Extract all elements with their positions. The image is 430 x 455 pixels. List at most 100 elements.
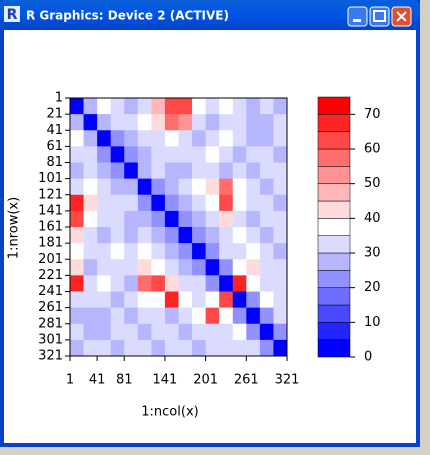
y-tick-label: 321 bbox=[38, 349, 63, 364]
heatmap-cell bbox=[124, 178, 139, 196]
heatmap-cell bbox=[151, 210, 166, 228]
heatmap-cell bbox=[137, 98, 152, 115]
x-axis-label: 1:ncol(x) bbox=[141, 405, 198, 420]
heatmap-cell bbox=[219, 339, 234, 357]
heatmap-cell bbox=[97, 307, 112, 325]
heatmap-cell bbox=[273, 307, 288, 325]
heatmap-cell bbox=[219, 162, 234, 180]
heatmap-cell bbox=[151, 178, 166, 196]
heatmap-cell bbox=[124, 162, 139, 180]
colorbar-bin bbox=[317, 339, 351, 358]
heatmap-cell bbox=[137, 339, 152, 357]
heatmap-cell bbox=[151, 146, 166, 163]
heatmap-cell bbox=[97, 162, 112, 180]
heatmap-cell bbox=[232, 227, 247, 244]
heatmap-cell bbox=[83, 98, 98, 115]
heatmap-cell bbox=[259, 178, 274, 196]
heatmap-cell bbox=[137, 130, 152, 147]
heatmap-cell bbox=[232, 98, 247, 115]
heatmap-cell bbox=[124, 194, 139, 212]
heatmap-cell bbox=[124, 275, 139, 292]
heatmap-cell bbox=[97, 130, 112, 147]
heatmap-cell bbox=[137, 162, 152, 180]
heatmap-cell bbox=[178, 307, 193, 325]
heatmap-cell bbox=[83, 162, 98, 180]
heatmap-cell bbox=[70, 291, 85, 309]
heatmap-cell bbox=[219, 130, 234, 147]
heatmap-cell bbox=[178, 243, 193, 260]
x-tick-label: 201 bbox=[193, 373, 218, 388]
maximize-icon bbox=[373, 10, 386, 22]
heatmap-cell bbox=[164, 98, 179, 115]
heatmap-cell bbox=[97, 98, 112, 115]
heatmap-cell bbox=[205, 210, 220, 228]
heatmap-cell bbox=[83, 259, 98, 276]
heatmap-cell bbox=[219, 227, 234, 244]
heatmap-cell bbox=[232, 307, 247, 325]
heatmap-cell bbox=[70, 146, 85, 163]
heatmap-cell bbox=[219, 307, 234, 325]
heatmap-cell bbox=[97, 114, 112, 131]
y-tick-label: 201 bbox=[38, 252, 63, 267]
heatmap-cell bbox=[273, 339, 288, 357]
heatmap-cell bbox=[246, 178, 261, 196]
heatmap-cell bbox=[232, 146, 247, 163]
heatmap-cell bbox=[259, 323, 274, 341]
heatmap-cell bbox=[97, 259, 112, 276]
heatmap-cell bbox=[192, 178, 207, 196]
heatmap-cell bbox=[192, 146, 207, 163]
heatmap-cell bbox=[246, 243, 261, 260]
colorbar-bin bbox=[317, 96, 351, 115]
heatmap-cell bbox=[83, 243, 98, 260]
heatmap-cell bbox=[178, 275, 193, 292]
minimize-button[interactable] bbox=[347, 6, 368, 27]
heatmap-cell bbox=[164, 130, 179, 147]
heatmap-cell bbox=[259, 307, 274, 325]
heatmap-cell bbox=[259, 146, 274, 163]
heatmap-cell bbox=[259, 243, 274, 260]
heatmap-cell bbox=[110, 323, 125, 341]
maximize-button[interactable] bbox=[369, 6, 390, 27]
heatmap-cell bbox=[164, 243, 179, 260]
heatmap-cell bbox=[110, 178, 125, 196]
heatmap-cell bbox=[164, 210, 179, 228]
y-tick-label: 301 bbox=[38, 332, 63, 347]
heatmap-cell bbox=[110, 259, 125, 276]
colorbar-tick-label: 0 bbox=[364, 350, 372, 365]
heatmap-cell bbox=[137, 178, 152, 196]
heatmap-cell bbox=[259, 162, 274, 180]
heatmap-cell bbox=[219, 323, 234, 341]
heatmap-cell bbox=[70, 98, 85, 115]
heatmap-cell bbox=[259, 194, 274, 212]
colorbar-bin bbox=[317, 218, 351, 236]
heatmap-cell bbox=[83, 307, 98, 325]
heatmap-cell bbox=[219, 178, 234, 196]
heatmap-cell bbox=[232, 210, 247, 228]
heatmap-cell bbox=[192, 307, 207, 325]
heatmap-cell bbox=[205, 130, 220, 147]
heatmap-cell bbox=[124, 210, 139, 228]
heatmap-cell bbox=[259, 210, 274, 228]
colorbar-bin bbox=[317, 166, 351, 184]
colorbar-bin bbox=[317, 322, 351, 340]
heatmap-cell bbox=[70, 323, 85, 341]
y-tick-label: 161 bbox=[38, 220, 63, 235]
heatmap-cell bbox=[164, 307, 179, 325]
heatmap-cell bbox=[192, 243, 207, 260]
y-tick-label: 281 bbox=[38, 316, 63, 331]
heatmap-cell bbox=[151, 227, 166, 244]
heatmap-cell bbox=[246, 162, 261, 180]
heatmap-cell bbox=[219, 259, 234, 276]
heatmap-cell bbox=[205, 114, 220, 131]
heatmap-cell bbox=[164, 146, 179, 163]
heatmap-cell bbox=[83, 210, 98, 228]
heatmap-cell bbox=[124, 259, 139, 276]
heatmap-cell bbox=[83, 146, 98, 163]
heatmap-cell bbox=[137, 307, 152, 325]
y-tick-label: 21 bbox=[46, 107, 63, 122]
heatmap-cell bbox=[83, 323, 98, 341]
heatmap-cell bbox=[110, 339, 125, 357]
heatmap-cell bbox=[124, 307, 139, 325]
